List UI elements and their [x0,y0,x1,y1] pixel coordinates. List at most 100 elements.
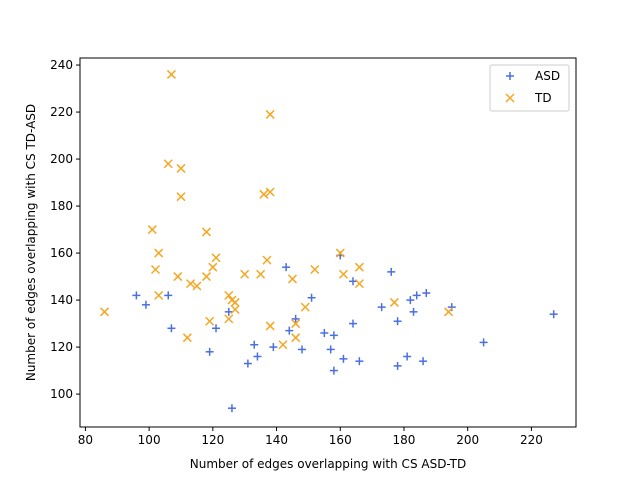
data-point-td [230,297,240,307]
data-point-asd [285,326,294,335]
data-point-asd [393,317,402,326]
data-point-asd [329,331,338,340]
x-tick-label: 160 [329,433,352,447]
data-point-asd [349,277,358,286]
y-tick: 180 [50,199,80,213]
legend-marker-asd [506,72,514,80]
data-point-asd [167,324,176,333]
data-point-asd [393,361,402,370]
x-tick-label: 180 [393,433,416,447]
data-point-asd [253,352,262,361]
data-point-asd [339,354,348,363]
data-point-td [224,290,234,300]
y-tick: 200 [50,152,80,166]
x-tick-label: 200 [456,433,479,447]
data-point-asd [349,319,358,328]
data-point-td [201,227,211,237]
data-point-asd [298,345,307,354]
x-tick: 80 [78,427,93,447]
y-tick: 160 [50,246,80,260]
data-point-td [99,307,110,317]
data-point-asd [326,345,335,354]
data-point-asd [227,404,236,413]
data-point-td [354,262,364,272]
x-tick: 160 [329,427,352,447]
legend-entry-asd: ASD [506,69,560,83]
data-point-asd [355,357,364,366]
data-point-asd [243,359,252,368]
x-tick-label: 100 [138,433,161,447]
data-point-td [287,274,298,284]
data-point-td [310,264,320,275]
data-point-td [166,69,176,79]
data-point-td [154,248,164,258]
y-tick-label: 200 [50,152,73,166]
plot-frame [79,57,577,428]
x-tick-label: 120 [201,433,224,447]
data-point-td [389,297,399,307]
legend-marker-td [505,93,515,103]
data-point-asd [403,352,412,361]
y-tick: 240 [50,58,80,72]
data-point-td [205,316,215,326]
data-point-asd [205,347,214,356]
x-axis-label: Number of edges overlapping with CS ASD-… [190,457,466,471]
marks-layer [99,69,558,413]
data-point-td [224,314,234,324]
data-point-td [163,159,173,169]
legend: ASD TD [489,64,570,112]
y-tick-label: 140 [50,293,73,307]
data-point-asd [250,340,259,349]
data-point-asd [412,291,421,300]
data-point-td [444,307,454,317]
data-point-asd [282,263,291,272]
x-tick: 180 [393,427,416,447]
data-point-asd [141,300,150,309]
data-point-asd [212,324,221,333]
data-point-td [256,269,266,279]
data-point-asd [224,307,233,316]
x-tick-label: 140 [265,433,288,447]
data-point-td [291,333,301,343]
y-tick: 100 [50,387,80,401]
data-point-td [259,189,269,199]
x-tick-label: 80 [78,433,93,447]
legend-marker-asd-glyph [506,72,514,80]
data-point-td [300,302,310,312]
y-axis-label: Number of edges overlapping with CS TD-A… [24,104,38,381]
data-point-asd [406,296,415,305]
y-tick-label: 120 [50,340,73,354]
y-tick-label: 180 [50,199,73,213]
data-point-td [338,269,348,279]
data-point-asd [387,267,396,276]
data-point-asd [307,293,316,302]
data-point-asd [549,310,558,319]
data-point-td [265,321,275,331]
data-point-td [240,269,250,279]
data-point-td [182,333,192,343]
data-point-td [150,264,161,275]
data-point-asd [447,303,456,312]
data-point-asd [291,314,300,323]
data-point-td [230,304,240,315]
x-tick: 120 [201,427,224,447]
data-point-td [208,262,218,272]
x-tick: 140 [265,427,288,447]
data-point-td [291,319,301,329]
y-tick: 120 [50,340,80,354]
data-point-asd [409,307,418,316]
data-point-td [265,109,275,119]
legend-label-asd: ASD [535,69,560,83]
data-point-td [192,281,202,291]
data-point-asd [132,291,141,300]
y-tick: 140 [50,293,80,307]
data-point-td [265,187,275,197]
y-axis-ticks: 100 120 140 160 180 200 220 240 [50,58,80,401]
y-tick-label: 240 [50,58,73,72]
data-point-asd [419,357,428,366]
data-point-td [173,272,183,282]
y-tick-label: 220 [50,105,73,119]
legend-marker-td-glyph [505,93,515,103]
data-point-td [176,163,186,173]
